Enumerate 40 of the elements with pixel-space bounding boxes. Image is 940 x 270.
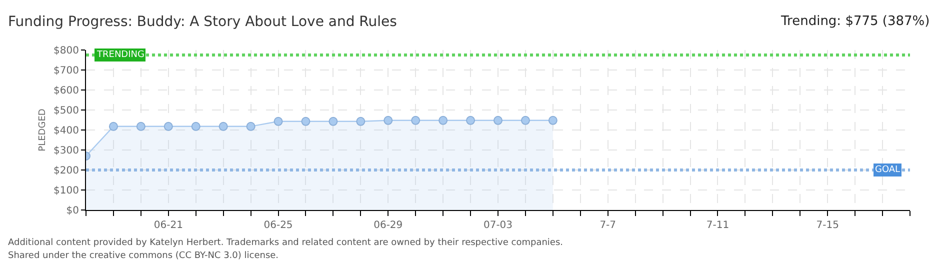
x-tick-label: 07-03 <box>483 220 513 231</box>
point <box>301 116 310 126</box>
y-tick-label: $700 <box>54 66 79 76</box>
point <box>438 116 448 125</box>
y-tick-label: $100 <box>54 186 79 196</box>
ref-line-label: TRENDING <box>96 50 144 60</box>
point <box>246 122 256 131</box>
y-tick-label: $400 <box>54 126 79 136</box>
point <box>356 116 366 126</box>
point <box>218 122 228 131</box>
x-tick-label: 7-15 <box>816 220 839 231</box>
x-tick-label: 06-29 <box>374 220 403 231</box>
point <box>108 122 118 131</box>
y-axis-title: PLEDGED <box>38 108 48 152</box>
point <box>520 116 530 125</box>
point <box>548 116 558 125</box>
x-tick-label: 7-11 <box>706 220 730 231</box>
ref-line-label: GOAL <box>875 165 900 175</box>
y-tick-label: $600 <box>54 86 79 96</box>
point <box>411 116 420 125</box>
point <box>494 116 502 125</box>
y-tick-label: $200 <box>54 166 79 176</box>
point <box>466 116 476 125</box>
point <box>384 116 393 125</box>
x-tick-label: 06-21 <box>154 220 183 231</box>
point <box>328 116 338 126</box>
y-tick-label: $500 <box>54 106 79 116</box>
y-tick-label: $0 <box>66 206 79 216</box>
point <box>274 116 283 126</box>
chart-title: Funding Progress: Buddy: A Story About Love and Rules <box>8 14 397 30</box>
point <box>164 122 173 131</box>
text: Shared under the creative commons (CC BY-NC 3.0) license. <box>8 251 279 261</box>
text: Additional content provided by Katelyn Herbert. Trademarks and related content are owned by their respective companies. <box>8 238 563 248</box>
point <box>191 122 200 131</box>
y-tick-label: $800 <box>54 46 79 56</box>
point <box>136 122 146 131</box>
chart-subtitle: Trending: $775 (387%) <box>780 14 930 29</box>
x-tick-label: 7-7 <box>600 220 616 231</box>
x-tick-label: 06-25 <box>264 220 293 231</box>
y-tick-label: $300 <box>54 146 79 156</box>
